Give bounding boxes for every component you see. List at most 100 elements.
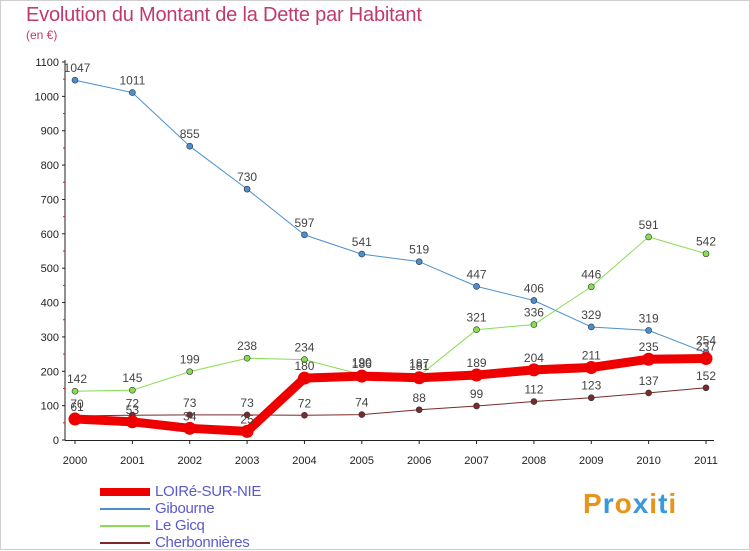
data-label: 152 — [696, 369, 716, 383]
data-label: 61 — [70, 400, 84, 414]
logo-letter: r — [602, 488, 615, 519]
data-label: 542 — [696, 235, 716, 249]
legend-swatch-loire — [100, 487, 150, 496]
y-tick-label: 800 — [41, 160, 59, 172]
data-label: 189 — [467, 356, 487, 370]
y-tick-label: 300 — [41, 332, 59, 344]
data-point — [129, 386, 136, 394]
logo-letter: t — [658, 488, 669, 519]
data-label: 186 — [352, 357, 372, 371]
data-point — [587, 323, 595, 331]
data-label: 446 — [581, 268, 601, 282]
data-point — [129, 89, 136, 96]
data-label: 112 — [524, 383, 543, 397]
x-tick-label: 2004 — [292, 455, 316, 467]
data-point — [186, 368, 194, 375]
data-point — [527, 363, 541, 377]
logo-letter: i — [649, 488, 659, 519]
data-label: 145 — [122, 371, 142, 385]
data-label: 238 — [237, 339, 257, 353]
data-point — [587, 283, 595, 291]
data-point — [301, 231, 308, 239]
y-tick-label: 0 — [53, 435, 59, 447]
y-tick-label: 100 — [41, 401, 59, 413]
data-point — [71, 76, 79, 84]
data-point — [125, 415, 139, 429]
data-point — [530, 297, 538, 304]
data-label: 74 — [355, 396, 369, 410]
data-point — [699, 352, 713, 366]
data-label: 235 — [639, 340, 659, 354]
data-label: 123 — [581, 379, 601, 393]
data-point — [301, 356, 308, 363]
legend-swatch-le-gicq — [100, 524, 150, 527]
data-label: 591 — [639, 218, 659, 232]
x-tick-label: 2008 — [522, 455, 546, 467]
data-label: 187 — [409, 357, 429, 371]
data-label: 190 — [352, 356, 372, 370]
x-tick-label: 2010 — [636, 455, 660, 467]
legend: LOIRé-SUR-NIE Gibourne Le Gicq Cherbonni… — [100, 483, 261, 551]
data-label: 406 — [524, 281, 544, 295]
data-point — [243, 411, 251, 419]
data-label: 329 — [581, 308, 601, 322]
legend-label-cherbonnieres: Cherbonnières — [155, 534, 250, 551]
data-point — [243, 354, 251, 362]
data-point — [470, 368, 484, 382]
data-label: 321 — [467, 311, 487, 325]
data-label: 180 — [294, 359, 314, 373]
data-label: 541 — [352, 235, 372, 249]
logo-letter: x — [632, 488, 650, 519]
data-label: 53 — [126, 403, 140, 417]
x-tick-label: 2007 — [464, 455, 488, 467]
y-tick-label: 600 — [41, 229, 59, 241]
data-label: 855 — [180, 127, 200, 141]
chart-subtitle: (en €) — [26, 28, 58, 42]
logo-letter: P — [583, 488, 603, 519]
data-point — [645, 233, 652, 241]
data-label: 204 — [524, 351, 544, 365]
data-point — [415, 406, 423, 414]
data-point — [415, 258, 423, 265]
legend-swatch-gibourne — [100, 507, 150, 510]
data-point — [358, 250, 366, 258]
data-point — [355, 369, 369, 383]
data-point — [645, 389, 652, 397]
x-tick-label: 2006 — [407, 455, 431, 467]
proxiti-logo: Proxiti — [583, 488, 677, 520]
y-tick-label: 1100 — [35, 57, 59, 69]
y-tick-label: 900 — [41, 126, 59, 138]
legend-item-loire: LOIRé-SUR-NIE — [100, 483, 261, 500]
legend-item-gibourne: Gibourne — [100, 500, 261, 517]
data-point — [587, 394, 595, 402]
data-point — [473, 283, 480, 290]
data-point — [642, 352, 656, 366]
x-tick-label: 2001 — [120, 455, 144, 467]
logo-letter: i — [668, 488, 678, 519]
data-label: 730 — [237, 170, 257, 184]
data-point — [240, 424, 254, 438]
data-point — [584, 360, 598, 374]
data-label: 34 — [183, 409, 197, 423]
logo-letter: o — [614, 488, 633, 519]
y-tick-label: 700 — [41, 194, 59, 206]
data-label: 447 — [467, 267, 487, 281]
y-tick-label: 500 — [41, 263, 59, 275]
data-point — [530, 398, 538, 405]
data-point — [358, 411, 366, 418]
data-point — [702, 384, 710, 392]
series-line — [74, 79, 707, 354]
data-label: 319 — [639, 311, 659, 325]
data-label: 70 — [70, 397, 84, 411]
data-point — [186, 411, 194, 419]
data-label: 137 — [639, 374, 659, 388]
legend-item-cherbonnieres: Cherbonnières — [100, 534, 261, 551]
data-label: 199 — [180, 353, 200, 367]
series-line — [70, 354, 711, 436]
data-point — [301, 411, 308, 419]
data-point — [186, 142, 194, 150]
y-tick-label: 1000 — [35, 91, 59, 103]
data-label: 25 — [240, 412, 254, 426]
data-label: 73 — [240, 396, 254, 410]
